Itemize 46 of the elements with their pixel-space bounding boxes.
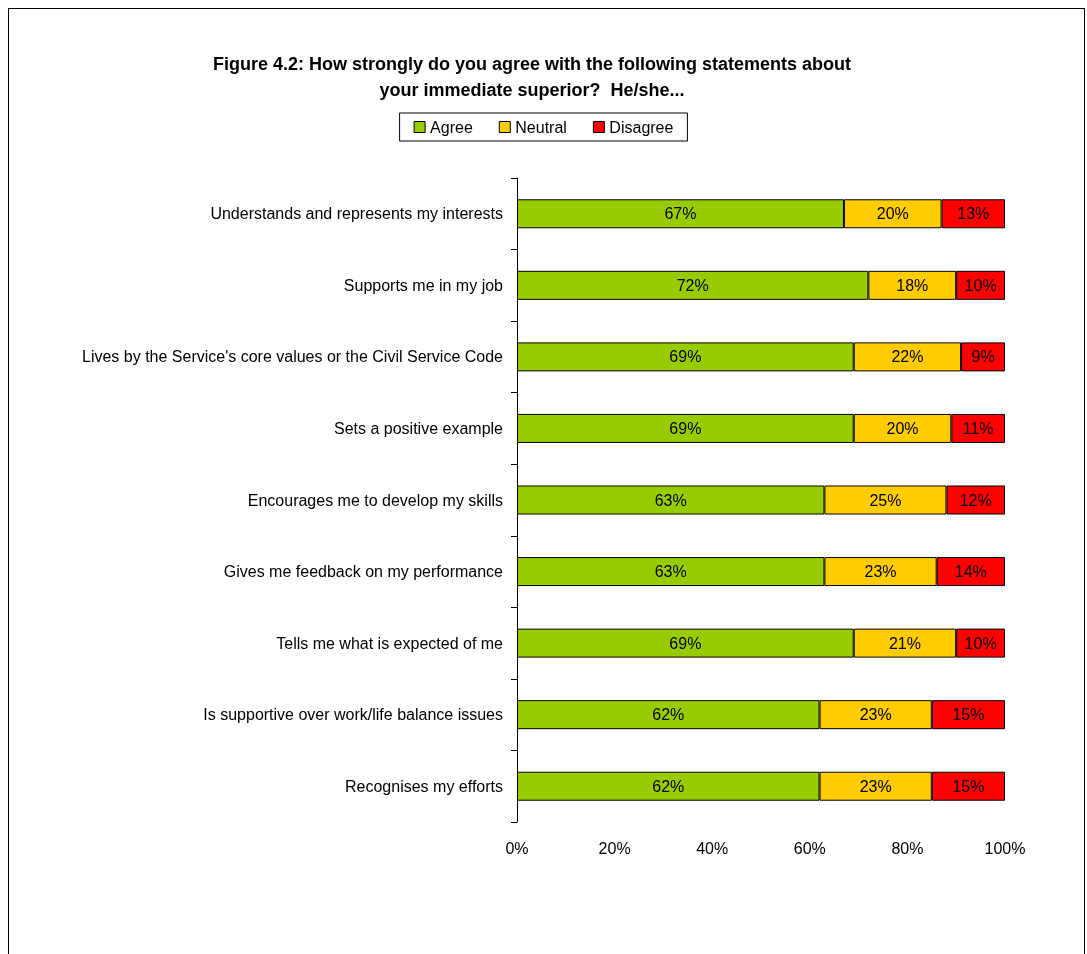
legend-label: Disagree bbox=[609, 118, 674, 136]
x-tick-label: 0% bbox=[505, 839, 529, 857]
y-tick-label: Supports me in my job bbox=[343, 276, 504, 294]
data-label: 18% bbox=[896, 276, 929, 294]
data-label: 63% bbox=[654, 563, 687, 581]
data-label: 20% bbox=[876, 205, 909, 223]
data-label: 62% bbox=[652, 706, 685, 724]
x-tick-label: 40% bbox=[696, 839, 729, 857]
data-label: 22% bbox=[891, 348, 924, 366]
data-label: 10% bbox=[964, 276, 997, 294]
y-tick-label: Lives by the Service's core values or the Civil Service Code bbox=[81, 348, 504, 366]
x-tick-label: 60% bbox=[793, 839, 826, 857]
x-tick-label: 80% bbox=[891, 839, 924, 857]
legend-label: Neutral bbox=[515, 118, 567, 136]
data-label: 25% bbox=[869, 491, 902, 509]
data-label: 14% bbox=[954, 563, 987, 581]
data-label: 69% bbox=[669, 348, 702, 366]
y-tick-label: Encourages me to develop my skills bbox=[247, 491, 503, 509]
data-label: 72% bbox=[676, 276, 709, 294]
data-label: 21% bbox=[888, 634, 921, 652]
chart-title: Figure 4.2: How strongly do you agree with the following statements about your immediate superior? He/she... bbox=[212, 54, 852, 100]
data-label: 12% bbox=[959, 491, 992, 509]
data-label: 23% bbox=[859, 777, 892, 795]
legend-label: Agree bbox=[430, 118, 473, 136]
data-label: 69% bbox=[669, 634, 702, 652]
data-label: 20% bbox=[886, 419, 919, 437]
y-tick-label: Gives me feedback on my performance bbox=[223, 563, 504, 581]
y-tick-label: Recognises my efforts bbox=[345, 777, 503, 795]
data-label: 15% bbox=[952, 777, 985, 795]
data-label: 69% bbox=[669, 419, 702, 437]
data-label: 11% bbox=[962, 419, 994, 437]
y-tick-label: Is supportive over work/life balance issues bbox=[203, 706, 503, 724]
data-label: 15% bbox=[952, 706, 985, 724]
data-label: 23% bbox=[864, 563, 897, 581]
y-tick-label: Sets a positive example bbox=[334, 419, 504, 437]
data-label: 63% bbox=[654, 491, 687, 509]
x-tick-label: 100% bbox=[984, 839, 1026, 857]
x-tick-label: 20% bbox=[598, 839, 631, 857]
y-tick-label: Understands and represents my interests bbox=[210, 205, 503, 223]
y-tick-label: Tells me what is expected of me bbox=[276, 634, 504, 652]
data-label: 10% bbox=[964, 634, 997, 652]
data-label: 9% bbox=[971, 348, 995, 366]
data-label: 13% bbox=[957, 205, 990, 223]
data-label: 23% bbox=[859, 706, 892, 724]
data-label: 67% bbox=[664, 205, 697, 223]
data-label: 62% bbox=[652, 777, 685, 795]
